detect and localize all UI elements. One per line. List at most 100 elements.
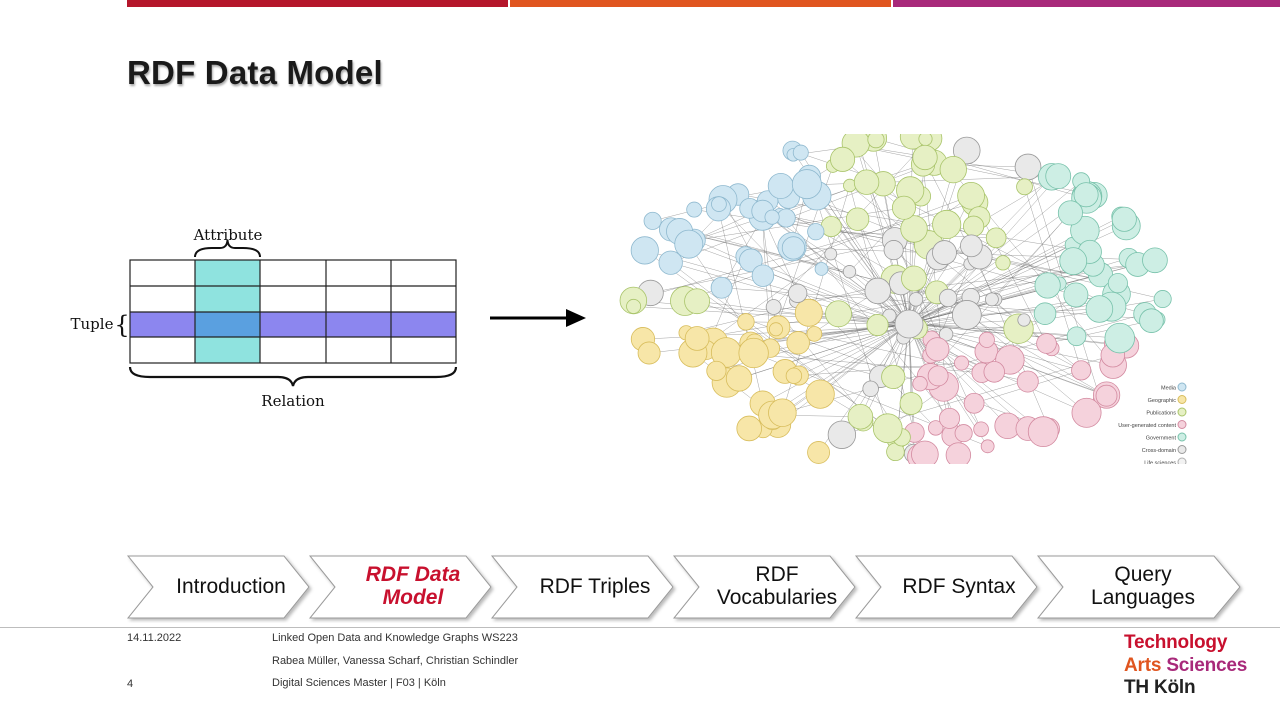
footer-page-number: 4 <box>127 678 134 690</box>
graph-node <box>768 322 783 337</box>
graph-legend-swatch <box>1177 407 1187 417</box>
attribute-label: Attribute <box>193 226 263 244</box>
nav-chevron-rdf-triples[interactable] <box>490 555 674 619</box>
top-bar-red <box>127 0 508 7</box>
graph-node <box>1142 247 1168 274</box>
graph-node <box>830 146 856 172</box>
graph-node <box>881 364 906 389</box>
graph-node <box>845 207 870 231</box>
graph-node <box>794 298 823 327</box>
graph-legend-label: User-generated content <box>1118 423 1176 429</box>
graph-node <box>706 360 727 381</box>
nav-chevron-query-languages[interactable] <box>1036 555 1241 619</box>
graph-legend-label: Media <box>1161 386 1177 392</box>
nav-item-rdf-vocabularies[interactable]: RDF Vocabularies <box>716 563 838 609</box>
logo-word-sciences: Sciences <box>1166 654 1248 676</box>
graph-node <box>781 236 806 260</box>
graph-node <box>805 379 835 409</box>
graph-legend-swatch <box>1177 395 1187 404</box>
graph-node <box>1027 416 1059 448</box>
graph-node <box>751 264 775 287</box>
graph-node <box>842 265 857 279</box>
graph-node <box>807 223 825 241</box>
graph-node <box>1033 302 1057 325</box>
relation-brace <box>128 366 458 387</box>
graph-node <box>912 144 938 171</box>
graph-node <box>867 134 885 149</box>
graph-edge <box>880 175 1059 377</box>
graph-node <box>1107 273 1128 294</box>
graph-node <box>847 403 874 430</box>
graph-edge <box>814 323 910 335</box>
graph-node <box>1016 370 1039 393</box>
graph-edge <box>798 323 910 376</box>
graph-node <box>1153 290 1172 309</box>
graph-node <box>980 439 995 454</box>
graph-node <box>776 208 796 228</box>
graph-node <box>864 277 891 305</box>
nav-item-rdf-triples[interactable]: RDF Triples <box>539 574 651 598</box>
graph-edge <box>966 308 1100 316</box>
graph-node <box>806 326 823 342</box>
nav-item-query-languages[interactable]: Query Languages <box>1091 563 1195 609</box>
graph-node <box>963 215 985 237</box>
graph-node <box>1111 206 1137 232</box>
nav-chevron-rdf-syntax[interactable] <box>854 555 1038 619</box>
graph-node <box>954 355 969 371</box>
footer-course: Linked Open Data and Knowledge Graphs WS… <box>272 632 518 644</box>
graph-node <box>932 240 957 265</box>
graph-node <box>928 420 944 436</box>
graph-node <box>894 309 924 339</box>
graph-node <box>866 314 889 337</box>
graph-node <box>814 262 829 276</box>
graph-node <box>767 173 794 199</box>
logo-line-technology: Technology <box>1124 632 1228 653</box>
graph-node <box>768 398 797 427</box>
tuple-label: Tuple <box>71 315 114 333</box>
graph-legend-swatch <box>1177 457 1187 464</box>
graph-node <box>1014 153 1042 181</box>
graph-node <box>725 365 753 392</box>
graph-node <box>995 255 1011 271</box>
graph-node <box>872 413 903 444</box>
graph-edge <box>908 285 1048 325</box>
graph-node <box>983 361 1005 383</box>
nav-chevron-rdf-vocabularies[interactable] <box>672 555 856 619</box>
graph-edge <box>694 207 905 241</box>
nav-chevron-rdf-data-model[interactable] <box>308 555 492 619</box>
graph-node <box>853 169 880 195</box>
graph-node <box>951 300 982 330</box>
slide-title: RDF Data Model <box>127 54 383 91</box>
graph-node <box>738 337 769 369</box>
graph-node <box>765 299 782 315</box>
tuple-brace: { <box>114 311 129 339</box>
graph-node <box>1036 333 1057 354</box>
graph-node <box>1095 384 1118 407</box>
graph-legend-swatch <box>1177 432 1187 442</box>
nav-item-rdf-data-model[interactable]: RDF Data Model <box>365 563 461 609</box>
graph-node <box>978 331 995 348</box>
graph-node <box>932 209 962 240</box>
graph-node <box>927 365 949 387</box>
nav-item-rdf-syntax[interactable]: RDF Syntax <box>902 574 1016 598</box>
th-koeln-logo: Technology Arts Sciences TH Köln <box>1124 632 1247 700</box>
logo-word-arts: Arts <box>1124 654 1162 676</box>
graph-edge <box>718 208 763 404</box>
nav-item-introduction[interactable]: Introduction <box>176 574 286 598</box>
graph-legend: Media Geographic Publications User-generate… <box>1118 382 1187 464</box>
relation-label: Relation <box>261 392 325 410</box>
graph-edge <box>762 323 910 404</box>
graph-legend-swatch <box>1177 445 1187 454</box>
section-navigation: Introduction RDF Data Model RDF Triples … <box>127 553 1247 623</box>
graph-node <box>1059 247 1088 276</box>
table-grid <box>129 259 457 364</box>
graph-node <box>954 424 973 443</box>
graph-node <box>674 229 704 259</box>
logo-line-th-koeln: TH Köln <box>1124 677 1196 698</box>
graph-node <box>1016 178 1033 196</box>
nav-chevron-introduction[interactable] <box>127 555 310 619</box>
graph-node <box>901 265 927 292</box>
graph-node <box>938 288 958 308</box>
footer-divider <box>0 627 1280 628</box>
graph-node <box>900 215 928 243</box>
